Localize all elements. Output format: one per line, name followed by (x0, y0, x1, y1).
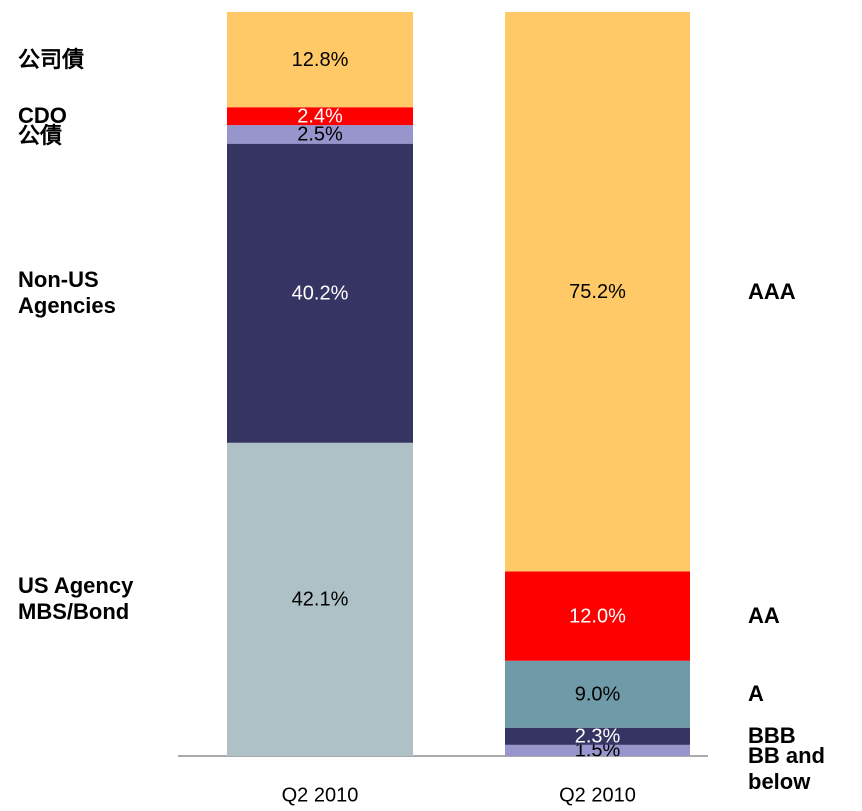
bar-segment (227, 442, 413, 756)
bar-segment (227, 143, 413, 443)
legend-label: Non-US Agencies (18, 267, 116, 319)
legend-label: AAA (748, 278, 796, 304)
legend-label: A (748, 681, 764, 707)
bar-segment (227, 107, 413, 126)
value-label: 2.3% (575, 726, 621, 748)
bar-segment (505, 727, 690, 745)
bar-segment (227, 125, 413, 144)
value-label: 12.0% (569, 605, 626, 627)
legend-label: US Agency MBS/Bond (18, 573, 134, 625)
bar-segment (505, 12, 690, 572)
value-label: 1.5% (575, 740, 621, 762)
legend-label: BBB (748, 723, 796, 749)
value-label: 2.5% (297, 124, 343, 146)
legend-label: AA (748, 603, 780, 629)
value-label: 12.8% (292, 49, 349, 71)
value-label: 75.2% (569, 281, 626, 303)
legend-label: BB and below (748, 743, 825, 795)
bar-segment (505, 571, 690, 661)
legend-label: 公債 (18, 123, 63, 149)
x-tick-label: Q2 2010 (282, 784, 359, 806)
legend-label: 公司債 (18, 46, 85, 72)
value-label: 9.0% (575, 684, 621, 706)
x-tick-label: Q2 2010 (559, 784, 636, 806)
value-label: 2.4% (297, 105, 343, 127)
bar-segment (505, 660, 690, 728)
legend-label: CDO (18, 103, 67, 129)
value-label: 42.1% (292, 589, 349, 611)
value-label: 40.2% (292, 283, 349, 305)
bar-segment (227, 12, 413, 108)
bar-segment (505, 744, 690, 756)
